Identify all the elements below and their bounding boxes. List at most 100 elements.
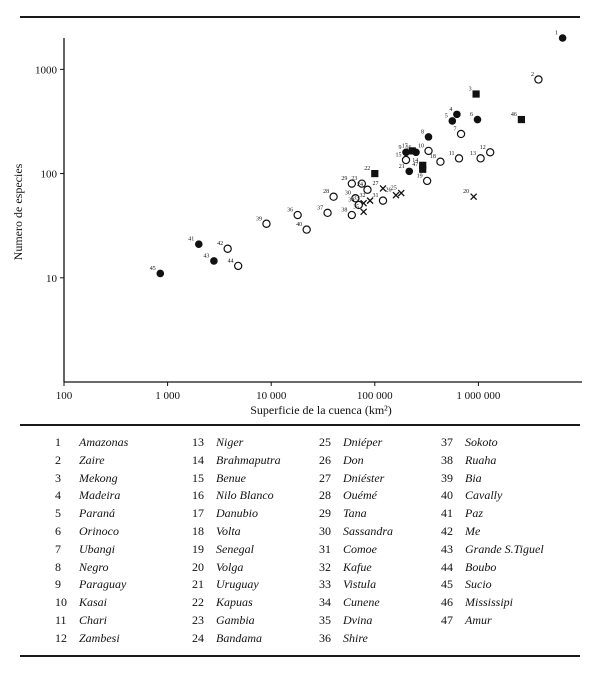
legend-number: 32 [319,559,331,574]
legend-item: 23 Gambia [192,612,322,630]
legend-number: 5 [55,506,61,521]
point-label: 32 [360,193,366,199]
point-label: 35 [353,204,359,210]
legend-number: 11 [55,612,67,627]
open-circle-marker [233,261,243,271]
legend-number: 8 [55,559,61,574]
point-label: 20 [463,189,469,195]
data-point: 41 [188,237,203,249]
point-label: 1 [555,31,558,37]
data-point: 21 [399,164,414,176]
data-point: 37 [317,205,332,218]
legend-item: 25 Dniéper [319,434,449,452]
open-circle-marker [486,148,495,157]
point-label: 43 [203,253,209,259]
legend-number: 3 [55,470,61,485]
data-point: 20 [463,189,478,201]
legend-river-name: Negro [79,559,109,574]
legend-river-name: Bandama [216,630,262,645]
square-marker [419,165,427,173]
x-axis-title: Superficie de la cuenca (km²) [250,403,392,417]
legend-number: 46 [441,595,453,610]
x-tick-label: 10 000 [256,390,287,402]
open-circle-marker [354,200,363,210]
point-label: 4 [449,107,452,113]
legend-item: 35 Dvina [319,612,449,630]
data-point: 28 [323,189,338,201]
legend-river-name: Dniéper [343,435,383,449]
legend-river-name: Dvina [343,612,373,627]
open-circle-marker [401,155,411,165]
open-circle-marker [223,244,232,253]
legend-number: 2 [55,452,61,467]
point-label: 11 [449,151,455,157]
x-tick-label: 1 000 000 [456,390,501,402]
open-circle-marker [357,179,367,188]
legend-river-name: Amazonas [79,435,129,449]
legend-item: 12 Zambesi [55,630,185,648]
plot-axes [63,38,582,383]
legend-river-name: Gambia [216,612,255,627]
data-point: 32 [360,193,374,205]
open-circle-marker [436,157,445,166]
point-label: 18 [430,154,436,160]
legend-number: 12 [55,630,67,645]
cross-marker [392,191,400,199]
data-point: 10 [418,143,433,156]
legend-river-name: Shire [343,630,368,645]
point-label: 17 [402,143,408,149]
legend-number: 20 [192,559,204,574]
open-circle-marker [534,75,543,84]
legend-river-name: Cunene [343,595,380,610]
y-tick-label: 1000 [35,64,58,76]
bottom-rule [20,655,580,657]
legend-item: 33 Vistula [319,576,449,594]
data-point: 17 [402,143,416,155]
legend-river-name: Bia [465,470,482,485]
open-circle-marker [347,210,357,220]
point-label: 29 [341,176,347,182]
open-circle-marker [351,194,360,203]
legend-number: 22 [192,595,204,610]
legend-river-name: Mississipi [465,595,514,610]
y-tick-label: 100 [41,169,58,181]
legend-item: 42 Me [441,523,571,541]
point-label: 24 [357,182,363,188]
data-point: 44 [228,258,243,271]
point-label: 2 [531,72,534,78]
legend-item: 30 Sassandra [319,523,449,541]
data-point: 15 [395,152,411,165]
legend-item: 7 Ubangi [55,541,185,559]
legend-item: 44 Boubo [441,559,571,577]
legend-number: 13 [192,435,204,449]
legend-number: 24 [192,630,204,645]
open-circle-marker [424,146,433,156]
legend-item: 19 Senegal [192,541,322,559]
data-point: 25 [391,186,405,197]
data-point: 7 [454,126,466,139]
cross-marker [360,208,368,216]
legend-river-name: Volta [216,523,241,538]
data-point: 4 [449,107,461,119]
point-label: 38 [341,208,347,214]
data-point: 18 [430,154,445,166]
point-label: 47 [412,162,418,168]
x-tick-label: 100 [56,390,73,402]
y-axis-title: Numero de especies [11,163,25,260]
filled-circle-marker [156,269,165,278]
filled-circle-marker [558,34,567,42]
legend-river-name: Sassandra [343,523,394,538]
open-circle-marker [378,196,388,205]
legend-number: 17 [192,506,204,521]
data-point: 13 [470,151,485,163]
data-point: 35 [353,204,368,216]
point-label: 23 [351,176,357,182]
legend-item: 34 Cunene [319,594,449,612]
point-label: 37 [317,205,323,211]
y-tick-label: 10 [46,273,58,285]
legend-item: 11 Chari [55,612,185,630]
filled-circle-marker [402,148,410,157]
data-point: 45 [150,266,165,278]
legend-number: 4 [55,488,61,503]
legend-item: 39 Bia [441,470,571,488]
